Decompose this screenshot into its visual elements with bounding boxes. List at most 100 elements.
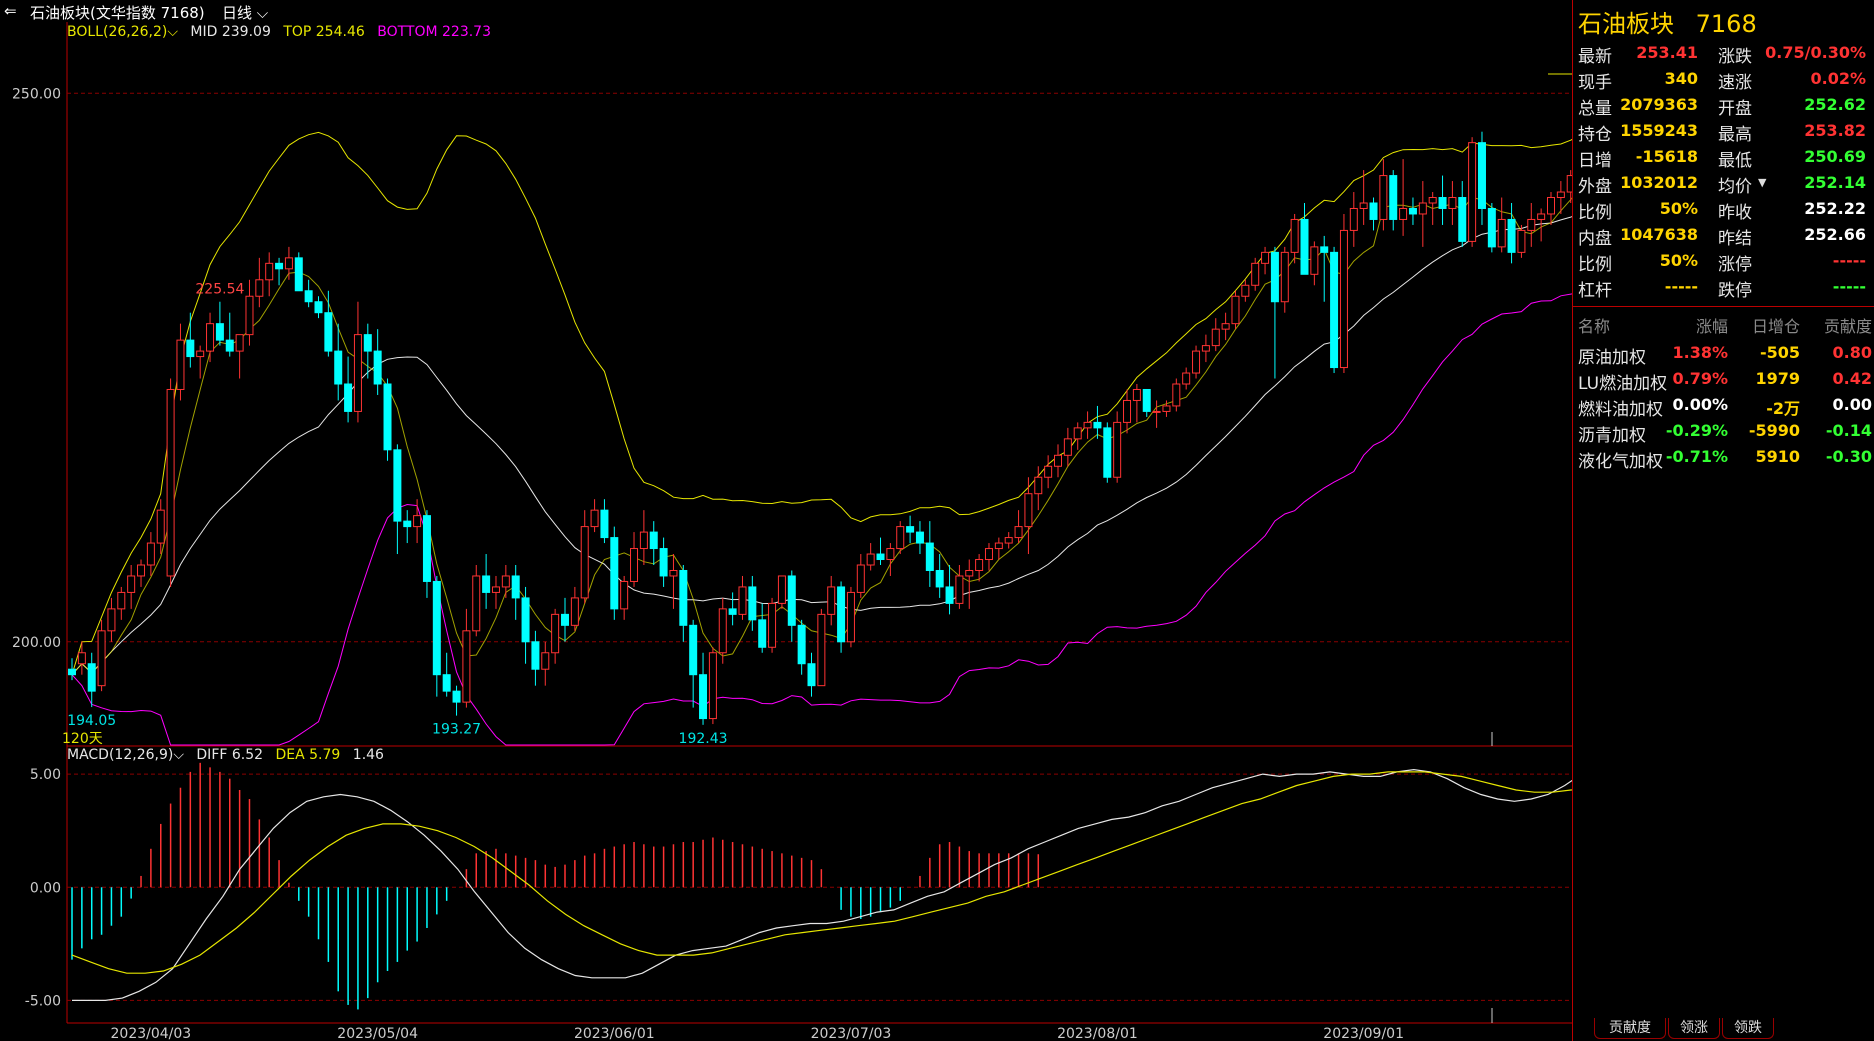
candle-body (206, 323, 215, 352)
quote-name: 石油板块 (1578, 10, 1674, 38)
component-value: -0.29% (1665, 421, 1728, 440)
panel-tab[interactable]: 贡献度 (1594, 1018, 1666, 1039)
boll-indicator-name[interactable]: BOLL(26,26,2) (67, 24, 168, 40)
chevron-down-icon: ⌵ (252, 4, 269, 22)
component-name[interactable]: 沥青加权 (1578, 426, 1646, 446)
candle-body (1438, 197, 1447, 209)
candle-body (107, 608, 116, 632)
components-header[interactable]: 名称 (1578, 317, 1611, 336)
component-value: 0.00 (1832, 395, 1872, 414)
quote-title: 石油板块 7168 (1578, 4, 1757, 39)
candle-body (639, 531, 648, 550)
candle-body (669, 569, 678, 577)
candle-body (1507, 218, 1516, 253)
component-name[interactable]: 燃料油加权 (1578, 400, 1663, 420)
period-selector[interactable]: 日线 ⌵ (222, 2, 268, 23)
chart-canvas[interactable]: 250.00 200.00 5.00 0.00 -5.00 2023/04/03 2023/… (0, 0, 1572, 1041)
candle-body (1014, 526, 1023, 539)
candle-body (915, 531, 924, 544)
candle-body (1251, 262, 1260, 286)
candle-body (265, 262, 274, 281)
quote-value: -15618 (1635, 147, 1698, 166)
candle-body (590, 509, 599, 528)
candle-body (146, 542, 155, 566)
quote-label: 开盘 (1718, 99, 1752, 119)
quote-value: 0.75/0.30% (1765, 43, 1866, 62)
component-value: -0.30 (1825, 447, 1872, 466)
candle-body (1172, 383, 1181, 407)
candle-body (442, 674, 451, 692)
candle-body (1477, 142, 1486, 209)
candle-body (482, 575, 491, 593)
candle-body (984, 548, 993, 561)
x-tick-label: 2023/09/01 (1323, 1026, 1404, 1041)
quote-value: ----- (1832, 277, 1866, 296)
component-name[interactable]: LU燃油加权 (1578, 374, 1668, 394)
candle-body (511, 575, 520, 599)
candle-body (1103, 427, 1112, 478)
quote-value: 50% (1659, 199, 1698, 218)
quote-label: 外盘 (1578, 177, 1612, 197)
instrument-title: 石油板块(文华指数 7168) (30, 4, 205, 22)
candle-body (649, 531, 658, 550)
candle-body (452, 690, 461, 703)
candle-body (906, 526, 915, 533)
candle-body (1261, 251, 1270, 264)
quote-label[interactable]: 均价 (1718, 177, 1752, 197)
candle-body (876, 553, 885, 561)
component-value: 5910 (1755, 447, 1800, 466)
quote-value: 250.69 (1804, 147, 1866, 166)
candle-body (541, 652, 550, 670)
components-header[interactable]: 涨幅 (1695, 317, 1728, 336)
candle-body (373, 350, 382, 385)
y-tick-label: 200.00 (12, 635, 61, 651)
candle-body (393, 449, 402, 522)
chevron-down-icon[interactable]: ⌵ (167, 24, 178, 40)
candle-body (77, 652, 86, 665)
ma-line (71, 196, 1572, 676)
candle-body (1389, 175, 1398, 220)
chevron-down-icon[interactable]: ▼ (1758, 176, 1767, 189)
quote-label: 总量 (1578, 99, 1612, 119)
candle-body (1359, 202, 1368, 209)
candle-body (422, 515, 431, 582)
component-value: 0.00% (1672, 395, 1728, 414)
candle-body (1024, 493, 1033, 528)
peak-annotation: 225.54 (195, 282, 244, 298)
panel-tab[interactable]: 领涨 (1668, 1018, 1720, 1039)
candle-body (896, 526, 905, 550)
components-header[interactable]: 日增仓 (1751, 317, 1800, 336)
candle-body (87, 663, 96, 692)
candle-body (304, 290, 313, 303)
boll-mid-line (71, 216, 1572, 676)
components-header[interactable]: 贡献度 (1823, 317, 1872, 336)
macd-indicator-name[interactable]: MACD(12,26,9) (67, 747, 174, 763)
candle-body (935, 569, 944, 588)
chevron-down-icon[interactable]: ⌵ (173, 747, 184, 763)
candle-body (1468, 142, 1477, 242)
candle-body (1458, 197, 1467, 242)
boll-bottom-value: BOTTOM 223.73 (377, 24, 491, 40)
component-name[interactable]: 液化气加权 (1578, 452, 1663, 472)
quote-value: 1032012 (1620, 173, 1698, 192)
back-icon[interactable]: ⇐ (4, 2, 17, 20)
candle-body (768, 602, 777, 648)
panel-tab[interactable]: 领跌 (1722, 1018, 1774, 1039)
candle-body (166, 388, 175, 577)
candle-body (1280, 251, 1289, 303)
component-value: -5990 (1748, 421, 1800, 440)
candle-body (1418, 202, 1427, 215)
candle-body (817, 613, 826, 687)
candle-body (383, 383, 392, 451)
component-name[interactable]: 原油加权 (1578, 348, 1646, 368)
quote-label: 速涨 (1718, 73, 1752, 93)
candle-body (994, 542, 1003, 550)
quote-label: 杠杆 (1578, 281, 1612, 301)
quote-label: 跌停 (1718, 281, 1752, 301)
quote-label: 最高 (1718, 125, 1752, 145)
quote-value: 253.41 (1636, 43, 1698, 62)
candle-body (1369, 202, 1378, 220)
x-tick-label: 2023/08/01 (1057, 1026, 1138, 1041)
low-annotation: 193.27 (432, 722, 481, 738)
component-value: 0.79% (1672, 369, 1728, 388)
